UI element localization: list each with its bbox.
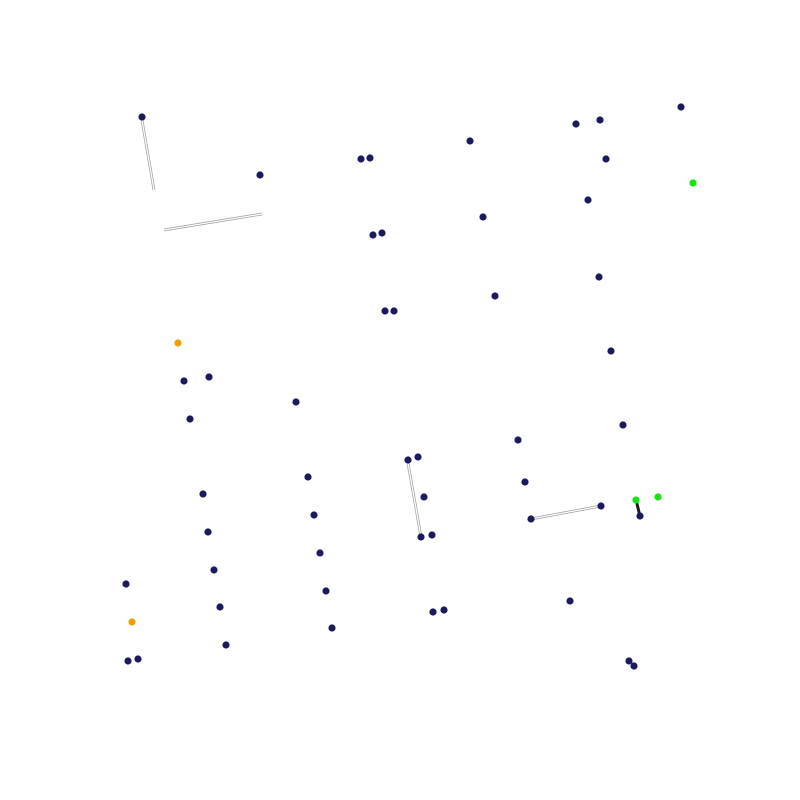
node-n54 <box>134 655 142 663</box>
node-n33 <box>597 502 605 510</box>
node-n53 <box>124 657 132 665</box>
node-n9 <box>689 179 697 187</box>
node-n15 <box>491 292 499 300</box>
node-n30 <box>521 478 529 486</box>
node-n36 <box>654 493 662 501</box>
node-n38 <box>310 511 318 519</box>
node-n43 <box>210 566 218 574</box>
node-n22 <box>205 373 213 381</box>
edges-layer <box>140 119 642 538</box>
node-n27 <box>404 456 412 464</box>
node-n45 <box>322 587 330 595</box>
edge-line <box>530 504 601 519</box>
node-n19 <box>390 307 398 315</box>
node-n7 <box>596 116 604 124</box>
node-n41 <box>204 528 212 536</box>
node-n16 <box>595 273 603 281</box>
edge-line <box>164 214 263 232</box>
node-n39 <box>417 533 425 541</box>
node-n34 <box>632 496 640 504</box>
node-n23 <box>292 398 300 406</box>
node-n14 <box>378 229 386 237</box>
edge-line <box>408 462 423 537</box>
node-n20 <box>607 347 615 355</box>
node-n44 <box>122 580 130 588</box>
edge-line <box>142 119 156 190</box>
node-n48 <box>429 608 437 616</box>
node-n21 <box>180 377 188 385</box>
node-n11 <box>584 196 592 204</box>
node-n25 <box>619 421 627 429</box>
node-n50 <box>128 618 136 626</box>
node-n4 <box>366 154 374 162</box>
node-n8 <box>677 103 685 111</box>
node-n42 <box>316 549 324 557</box>
edge-line <box>531 506 602 521</box>
node-n10 <box>602 155 610 163</box>
node-n49 <box>440 606 448 614</box>
node-n18 <box>174 339 182 347</box>
node-n37 <box>527 515 535 523</box>
node-n55 <box>625 657 633 665</box>
node-n31 <box>420 493 428 501</box>
node-n6 <box>572 120 580 128</box>
node-n26 <box>514 436 522 444</box>
node-n40 <box>428 531 436 539</box>
nodes-layer <box>122 103 697 670</box>
node-n12 <box>479 213 487 221</box>
node-n2 <box>256 171 264 179</box>
node-n32 <box>199 490 207 498</box>
node-n5 <box>466 137 474 145</box>
node-n13 <box>369 231 377 239</box>
edge-line <box>406 463 421 538</box>
node-n17 <box>381 307 389 315</box>
node-n47 <box>216 603 224 611</box>
node-n56 <box>630 662 638 670</box>
node-n29 <box>304 473 312 481</box>
node-n3 <box>357 155 365 163</box>
node-n24 <box>186 415 194 423</box>
node-n35 <box>636 512 644 520</box>
edge-line <box>140 120 154 191</box>
node-n46 <box>566 597 574 605</box>
node-n51 <box>328 624 336 632</box>
node-n28 <box>414 453 422 461</box>
edge-line <box>163 212 262 230</box>
node-n52 <box>222 641 230 649</box>
node-n1 <box>138 113 146 121</box>
